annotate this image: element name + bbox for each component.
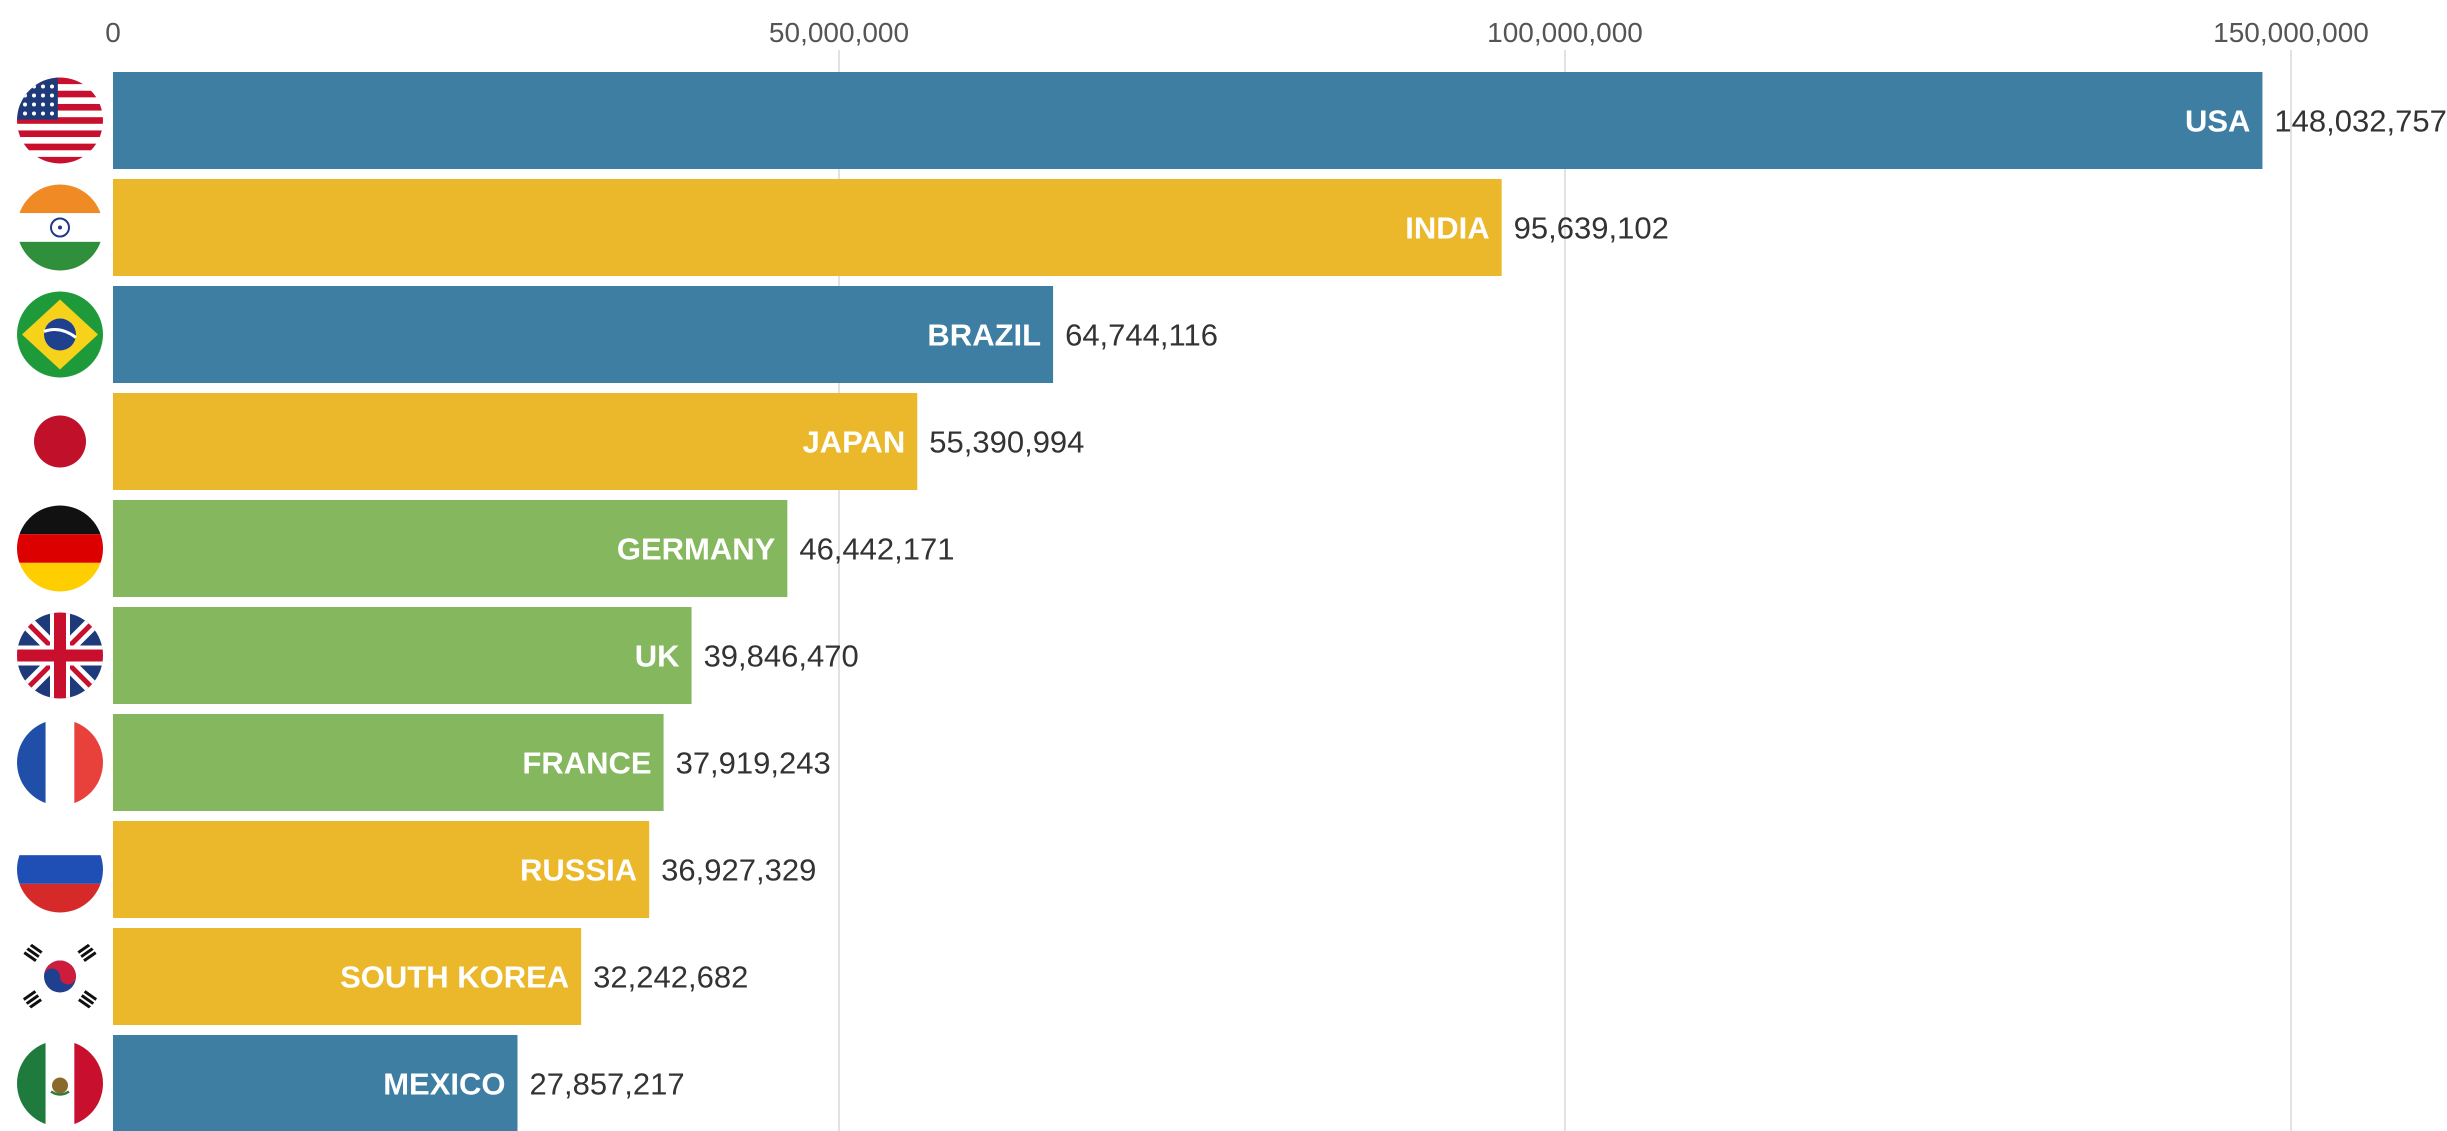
bars: USA 148,032,757 INDIA 95,639,102 BRAZIL 64,74…: [113, 72, 2447, 1131]
bar-value-label: 64,744,116: [1065, 318, 1218, 353]
bar: [113, 72, 2263, 169]
flags: [17, 77, 103, 1127]
bar-value-label: 46,442,171: [799, 532, 954, 567]
bar-category-label: USA: [2185, 104, 2250, 139]
bar: [113, 607, 692, 704]
bar: [113, 714, 664, 811]
flag-india-icon: [17, 184, 103, 271]
bar-category-label: RUSSIA: [520, 853, 637, 888]
bar-value-label: 95,639,102: [1514, 211, 1669, 246]
x-tick-label: 50,000,000: [769, 17, 909, 48]
bar-category-label: MEXICO: [383, 1067, 505, 1102]
bar-row: UK 39,846,470: [113, 607, 859, 704]
bar-row: GERMANY 46,442,171: [113, 500, 954, 597]
bar-value-label: 148,032,757: [2274, 104, 2446, 139]
bar: [113, 821, 650, 918]
flag-usa-icon: [17, 77, 103, 164]
bar: [113, 1035, 518, 1131]
bar-row: BRAZIL 64,744,116: [113, 286, 1218, 383]
bar-category-label: JAPAN: [802, 425, 905, 460]
bar-row: FRANCE 37,919,243: [113, 714, 831, 811]
flag-mexico-icon: [17, 1040, 103, 1127]
bar-category-label: INDIA: [1405, 211, 1489, 246]
bar: [113, 393, 918, 490]
flag-russia-icon: [17, 826, 103, 913]
bar-category-label: UK: [635, 639, 680, 674]
flag-france-icon: [17, 719, 103, 806]
flag-south-korea-icon: [17, 933, 103, 1020]
flag-japan-icon: [34, 415, 86, 468]
x-tick-label: 0: [105, 17, 121, 48]
bar-value-label: 55,390,994: [929, 425, 1084, 460]
bar-category-label: BRAZIL: [927, 318, 1041, 353]
flag-brazil-icon: [17, 291, 103, 378]
bar-row: RUSSIA 36,927,329: [113, 821, 816, 918]
bar: [113, 928, 582, 1025]
bar: [113, 500, 788, 597]
bar: [113, 286, 1054, 383]
bar-value-label: 32,242,682: [593, 960, 748, 995]
bar-value-label: 36,927,329: [661, 853, 816, 888]
x-tick-label: 150,000,000: [2213, 17, 2369, 48]
bar-row: USA 148,032,757: [113, 72, 2447, 169]
bar-row: MEXICO 27,857,217: [113, 1035, 685, 1131]
bar: [113, 179, 1502, 276]
flag-uk-icon: [17, 612, 103, 699]
bar-value-label: 27,857,217: [529, 1067, 684, 1102]
bar-value-label: 39,846,470: [704, 639, 859, 674]
flag-germany-icon: [17, 505, 103, 592]
bar-category-label: SOUTH KOREA: [340, 960, 569, 995]
bar-value-label: 37,919,243: [676, 746, 831, 781]
bar-category-label: FRANCE: [522, 746, 651, 781]
x-tick-label: 100,000,000: [1487, 17, 1643, 48]
bar-category-label: GERMANY: [617, 532, 776, 567]
bar-row: SOUTH KOREA 32,242,682: [113, 928, 748, 1025]
bar-row: INDIA 95,639,102: [113, 179, 1669, 276]
x-axis-ticks: 0 50,000,000 100,000,000 150,000,000: [105, 17, 2369, 48]
bar-row: JAPAN 55,390,994: [113, 393, 1084, 490]
